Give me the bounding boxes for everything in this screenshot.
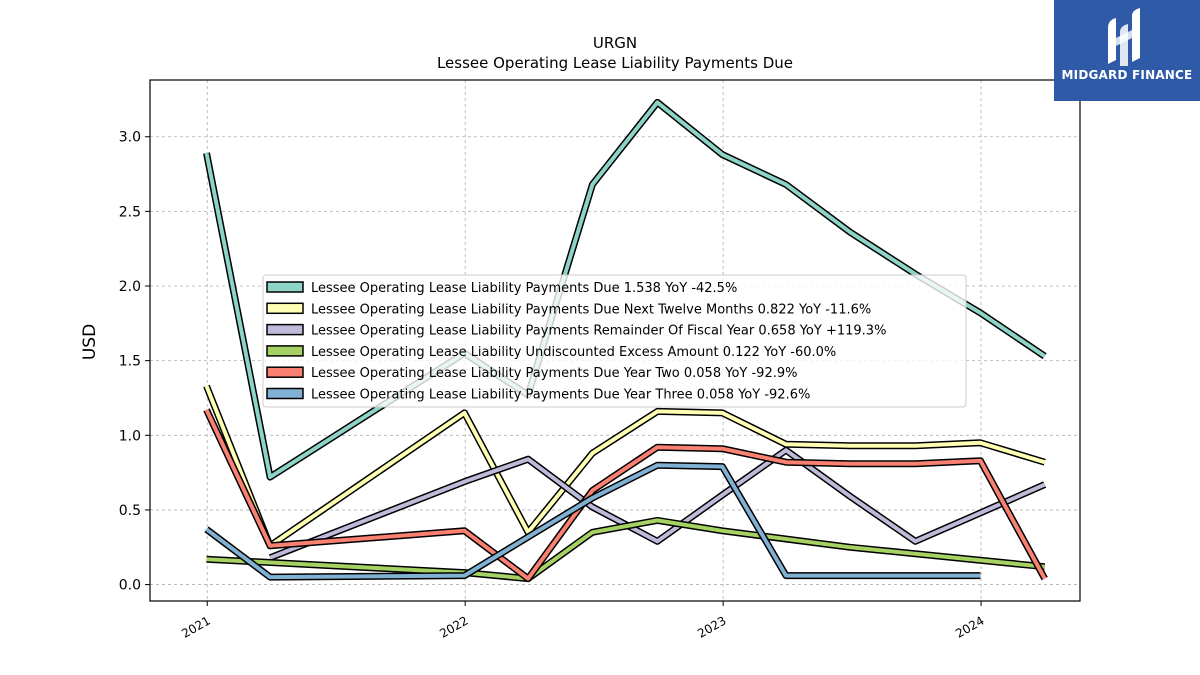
y-tick-label: 3.0 — [119, 130, 141, 146]
legend-label-5: Lessee Operating Lease Liability Payment… — [311, 388, 810, 403]
series-line-5 — [205, 463, 981, 580]
series-outline-3 — [206, 516, 1046, 583]
y-tick-label: 2.5 — [119, 204, 141, 220]
chart-subtitle: Lessee Operating Lease Liability Payment… — [437, 54, 793, 72]
legend-label-3: Lessee Operating Lease Liability Undisco… — [311, 345, 836, 360]
midgard-finance-logo: MIDGARD FINANCE — [1054, 0, 1200, 101]
x-tick-label: 2022 — [437, 613, 470, 640]
series-outline-5 — [204, 461, 981, 581]
series-line-4 — [204, 409, 1047, 581]
legend-swatch-4 — [266, 366, 304, 378]
legend-label-2: Lessee Operating Lease Liability Payment… — [311, 324, 886, 339]
x-tick-label: 2024 — [953, 613, 986, 640]
y-axis-label: USD — [80, 324, 100, 360]
series-line-2 — [269, 448, 1046, 560]
legend-label-0: Lessee Operating Lease Liability Payment… — [311, 281, 737, 296]
legend: Lessee Operating Lease Liability Payment… — [262, 274, 967, 408]
x-tick-label: 2023 — [695, 613, 728, 640]
legend-swatch-0 — [266, 281, 304, 293]
x-tick-label: 2021 — [179, 613, 212, 640]
legend-swatch-5 — [266, 387, 304, 400]
legend-label-1: Lessee Operating Lease Liability Payment… — [311, 302, 871, 317]
series-line-3 — [206, 518, 1045, 581]
y-tick-label: 1.0 — [119, 428, 141, 444]
logo-mark-icon — [1108, 8, 1140, 66]
legend-swatch-3 — [266, 345, 304, 357]
series-line-1 — [204, 385, 1046, 548]
chart-title: URGN — [593, 34, 637, 52]
logo-text: MIDGARD FINANCE — [1061, 68, 1193, 82]
y-tick-label: 1.5 — [119, 354, 141, 370]
plot-frame — [149, 79, 1081, 602]
legend-swatch-1 — [266, 302, 304, 315]
legend-swatch-2 — [266, 323, 304, 336]
y-tick-label: 0.0 — [119, 578, 141, 594]
legend-label-4: Lessee Operating Lease Liability Payment… — [311, 366, 797, 381]
y-tick-label: 2.0 — [119, 279, 141, 295]
y-tick-label: 0.5 — [119, 503, 141, 519]
legend-box — [262, 274, 967, 408]
series-lines — [203, 98, 1048, 583]
